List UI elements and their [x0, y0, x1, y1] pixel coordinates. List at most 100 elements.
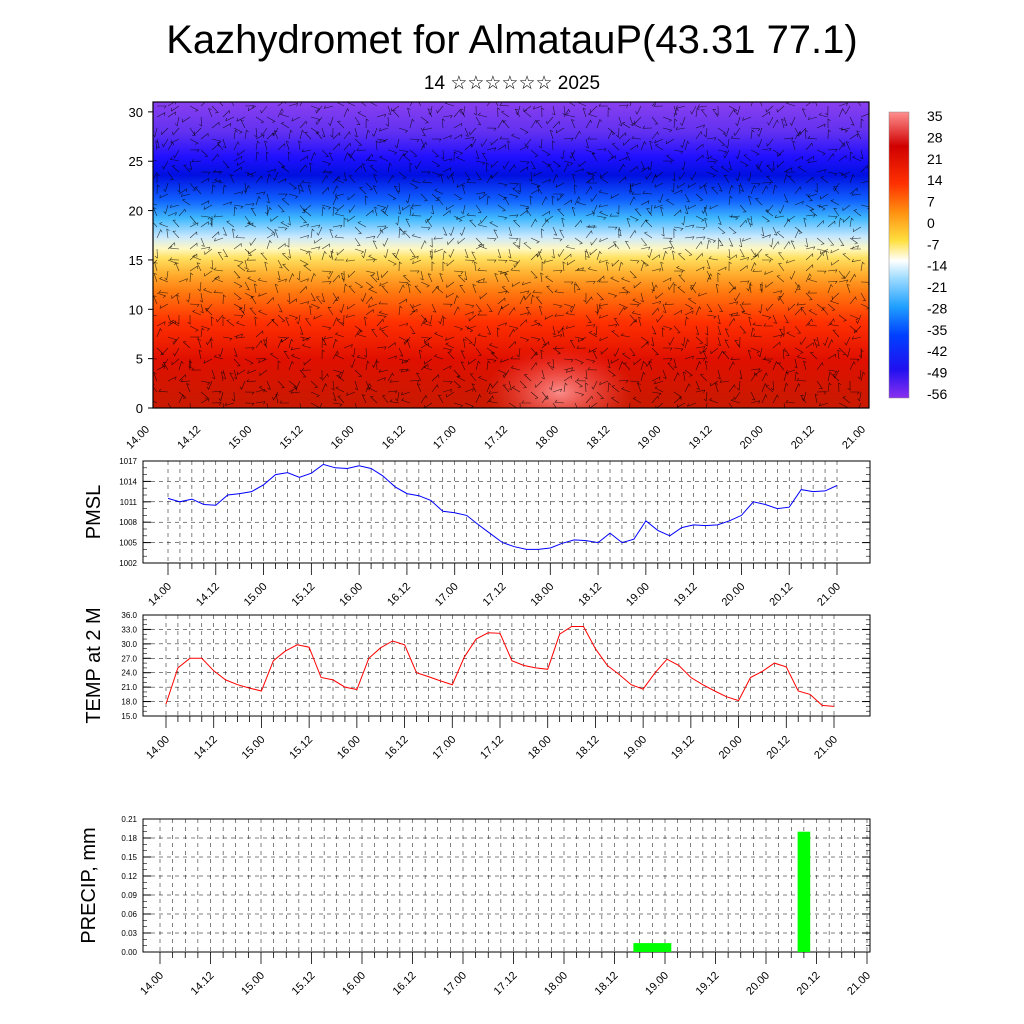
heatmap-time-label: 15.00 [226, 424, 254, 452]
wind-barb [635, 105, 642, 115]
wind-barb [211, 369, 216, 379]
wind-barb [233, 358, 241, 367]
wind-barb [425, 215, 433, 224]
wind-barb [856, 130, 862, 140]
wind-barb [250, 207, 257, 217]
wind-barb [709, 204, 719, 210]
wind-barb [647, 248, 653, 259]
wind-barb [365, 118, 369, 129]
wind-barb [222, 226, 228, 236]
wind-barb [757, 347, 763, 358]
wind-barb [809, 209, 818, 217]
wind-barb [794, 383, 801, 393]
wind-barb [783, 240, 791, 250]
wind-barb [651, 391, 662, 396]
wind-barb [576, 267, 587, 272]
wind-barb [574, 402, 578, 408]
wind-barb [831, 292, 840, 300]
wind-barb [717, 325, 722, 336]
wind-barb [607, 243, 616, 250]
wind-barb [562, 261, 566, 272]
wind-barb [766, 138, 774, 147]
wind-barb [820, 248, 829, 255]
wind-barb [250, 295, 257, 305]
wind-barb [200, 237, 205, 247]
wind-barb [717, 336, 721, 347]
wind-barb [372, 185, 378, 195]
heatmap-time-label: 20.12 [789, 424, 817, 452]
wind-barb [336, 374, 345, 382]
wind-barb [519, 402, 521, 408]
wind-barb [803, 360, 807, 371]
wind-barb [585, 119, 592, 129]
wind-barb [297, 184, 302, 195]
wind-barb [394, 138, 400, 149]
wind-barb [464, 402, 475, 408]
wind-barb [389, 399, 400, 404]
wind-barb [546, 362, 554, 371]
wind-barb [442, 226, 448, 236]
wind-barb [530, 336, 541, 342]
wind-barb [629, 215, 639, 222]
wind-barb [189, 127, 196, 136]
wind-barb [596, 118, 602, 129]
wind-barb [504, 273, 510, 283]
wind-barb [210, 259, 214, 270]
wind-barb [596, 275, 605, 283]
wind-barb [471, 251, 477, 261]
wind-barb [387, 149, 398, 155]
wind-barb [420, 363, 429, 371]
wind-barb [849, 133, 858, 140]
wind-barb [673, 149, 684, 154]
wind-barb [154, 261, 158, 272]
wind-barb [510, 267, 521, 272]
wind-barb [508, 325, 519, 331]
wind-barb [519, 166, 528, 173]
wind-barb [569, 303, 576, 313]
wind-barb [283, 351, 290, 360]
wind-barb [379, 226, 389, 232]
wind-barb [488, 390, 499, 394]
precip-bar [633, 943, 672, 952]
wind-barb [330, 127, 334, 138]
wind-barb [782, 349, 786, 360]
wind-barb [200, 391, 209, 399]
wind-barb [742, 237, 752, 242]
wind-barb [587, 112, 598, 118]
wind-barb [164, 270, 169, 281]
wind-barb [530, 270, 538, 279]
wind-barb [387, 105, 392, 115]
wind-barb [695, 306, 702, 316]
wind-barb [233, 270, 241, 279]
wind-barb [640, 141, 647, 151]
wind-barb [844, 105, 851, 115]
wind-barb [379, 155, 389, 162]
wind-barb [412, 259, 422, 265]
wind-barb [801, 391, 807, 402]
wind-barb [596, 148, 607, 152]
wind-barb [551, 105, 556, 116]
wind-barb [222, 402, 224, 408]
wind-barb [453, 109, 461, 118]
wind-barb [574, 196, 581, 206]
wind-barb [541, 196, 548, 206]
wind-barb [860, 164, 869, 173]
wind-barb [167, 211, 177, 217]
wind-barb [800, 395, 807, 404]
wind-barb [607, 107, 611, 118]
wind-barb [537, 251, 543, 261]
wind-barb [277, 108, 284, 118]
wind-barb [279, 400, 289, 404]
wind-barb [552, 226, 558, 236]
wind-barb [816, 219, 825, 228]
precip-y-label: 0.12 [121, 872, 137, 881]
wind-barb [557, 248, 565, 258]
wind-barb [303, 264, 312, 272]
wind-barb [321, 174, 329, 184]
wind-barb [170, 319, 180, 327]
precip-time-label: 16.12 [391, 970, 419, 998]
wind-barb [376, 377, 386, 382]
wind-barb [561, 327, 566, 338]
wind-barb [204, 248, 213, 255]
wind-barb [211, 121, 220, 129]
